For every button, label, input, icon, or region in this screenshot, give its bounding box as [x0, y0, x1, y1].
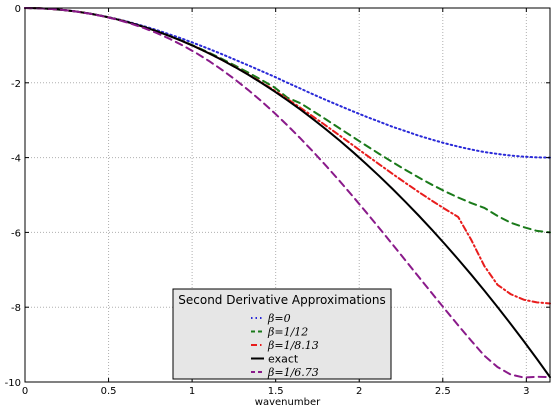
legend-label-1: β=1/12 [267, 326, 308, 339]
legend-label-2: β=1/8.13 [267, 339, 319, 352]
y-tick-label: -6 [11, 228, 21, 239]
legend-label-4: β=1/6.73 [267, 366, 319, 379]
y-tick-label: -10 [5, 378, 21, 389]
x-tick-label: 1 [189, 386, 195, 397]
y-tick-label: -4 [11, 154, 21, 165]
ticks: 0 0.5 1 1.5 2 2.5 3 0 -2 -4 -6 -8 -10 [5, 4, 550, 397]
x-tick-label: 1.5 [268, 386, 284, 397]
legend-label-3: exact [268, 353, 299, 366]
y-tick-label: 0 [15, 4, 21, 15]
legend-title: Second Derivative Approximations [178, 293, 385, 307]
x-tick-label: 0 [22, 386, 28, 397]
x-axis-label: wavenumber [255, 397, 321, 408]
y-tick-label: -2 [11, 79, 21, 90]
x-tick-label: 2 [356, 386, 362, 397]
x-tick-label: 0.5 [101, 386, 117, 397]
legend-box [172, 288, 392, 380]
legend: Second Derivative Approximations β=0β=1/… [172, 288, 392, 380]
x-tick-label: 3 [523, 386, 529, 397]
series-layer [24, 7, 551, 379]
series-line-4 [24, 7, 551, 379]
series-line-0 [24, 7, 551, 159]
legend-label-0: β=0 [267, 312, 291, 325]
x-tick-label: 2.5 [435, 386, 451, 397]
plot-frame [24, 7, 551, 383]
y-tick-label: -8 [11, 303, 21, 314]
